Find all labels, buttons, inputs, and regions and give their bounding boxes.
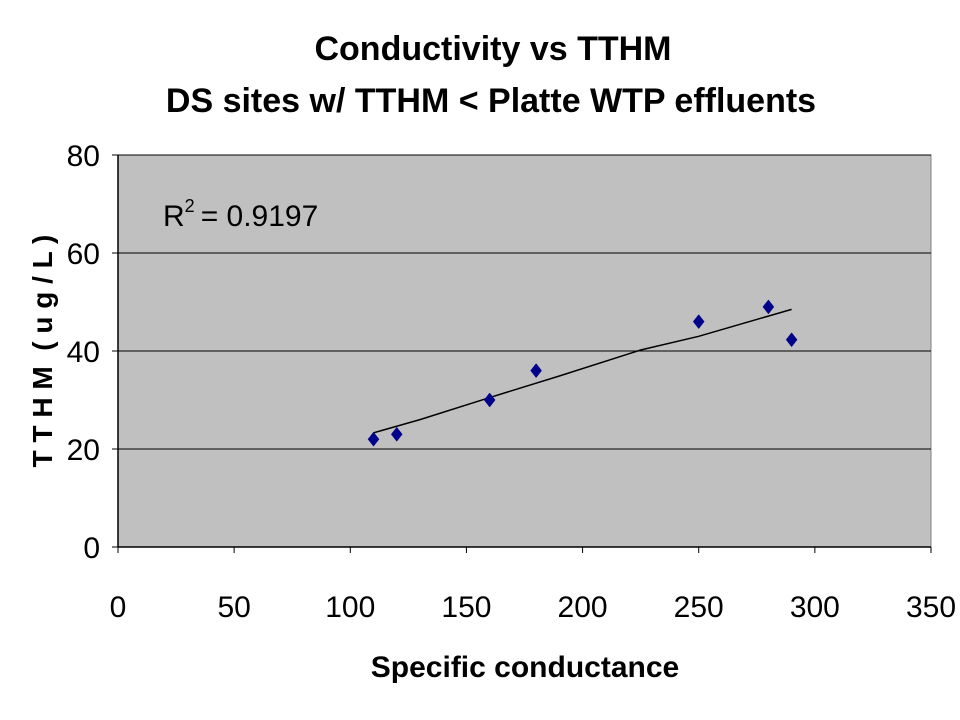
data-point: [483, 392, 496, 408]
y-axis-title: T T H M ( u g / L ): [27, 235, 58, 468]
y-tick-label: 0: [83, 532, 100, 565]
x-tick-label: 0: [110, 591, 127, 624]
x-tick-label: 100: [325, 591, 375, 624]
y-tick-label: 80: [67, 140, 100, 173]
x-tick-label: 250: [674, 591, 724, 624]
data-point: [785, 332, 798, 348]
data-point: [692, 314, 705, 330]
r-squared-power: 2: [185, 196, 195, 216]
chart-subtitle: DS sites w/ TTHM < Platte WTP effluents: [166, 82, 816, 120]
y-tick-label: 20: [67, 434, 100, 467]
r-squared-prefix: R: [163, 200, 185, 233]
data-point: [530, 363, 542, 379]
x-tick-labels: 0 50 100 150 200 250 300 350: [110, 547, 956, 624]
r-squared-value: = 0.9197: [201, 200, 319, 233]
r-squared-annotation: R2 = 0.9197: [163, 196, 318, 233]
x-tick-label: 150: [441, 591, 491, 624]
trendline: [373, 308, 792, 434]
gridlines: [118, 154, 931, 450]
x-tick-label: 50: [217, 591, 250, 624]
x-tick-label: 350: [906, 591, 956, 624]
data-points: [367, 299, 798, 447]
y-tick-labels: 0 20 40 60 80: [67, 140, 118, 565]
y-tick-label: 60: [67, 238, 100, 271]
x-tick-label: 300: [790, 591, 840, 624]
y-tick-label: 40: [67, 336, 100, 369]
data-point: [367, 431, 380, 447]
x-tick-label: 200: [558, 591, 608, 624]
data-point: [390, 426, 403, 442]
chart-title: Conductivity vs TTHM: [314, 30, 671, 68]
data-point: [762, 299, 775, 315]
x-axis-title: Specific conductance: [371, 651, 679, 684]
